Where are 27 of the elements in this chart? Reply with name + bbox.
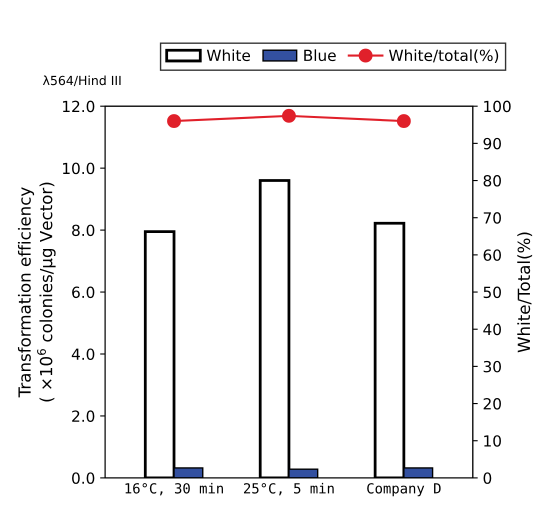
- y2-tick-label: 40: [483, 324, 501, 336]
- y-tick-label: 12.0: [63, 100, 94, 112]
- y2-tick-label: 70: [484, 212, 501, 224]
- x-tick-label: Company D: [367, 483, 441, 496]
- y-tick-label: 2.0: [72, 410, 94, 422]
- x-tick-label: 16°C, 30 min: [126, 482, 223, 496]
- y-tick-label: 0.0: [72, 472, 94, 484]
- y2-tick-label: 0: [484, 472, 492, 484]
- y2-tick-label: 30: [484, 360, 501, 372]
- y2-tick-label: 90: [484, 138, 501, 150]
- x-tick-label: 25°C, 5 min: [244, 482, 334, 496]
- y2-tick-label: 20: [484, 398, 501, 410]
- y-tick-label: 4.0: [72, 348, 94, 360]
- y-axis-title: Transformation efficiency ( ×10$^{6}$ colonies/μg Vector): [18, 182, 56, 402]
- y2-tick-label: 80: [484, 175, 501, 187]
- y-tick-label: 10.0: [63, 162, 94, 174]
- y-tick-label: 8.0: [72, 224, 94, 236]
- y-tick-label: 6.0: [72, 286, 94, 298]
- y2-tick-label: 60: [484, 249, 501, 261]
- legend-label: White: [206, 49, 250, 62]
- y2-tick-label: 100: [484, 100, 511, 112]
- y2-tick-label: 10: [484, 435, 501, 447]
- y2-tick-label: 50: [484, 286, 501, 298]
- y2-axis-title: White/Total(%): [517, 232, 532, 352]
- legend-label: White/total(%): [389, 49, 498, 63]
- chart-subtitle: λ564/Hind III: [42, 76, 121, 86]
- legend-label: Blue: [304, 49, 336, 62]
